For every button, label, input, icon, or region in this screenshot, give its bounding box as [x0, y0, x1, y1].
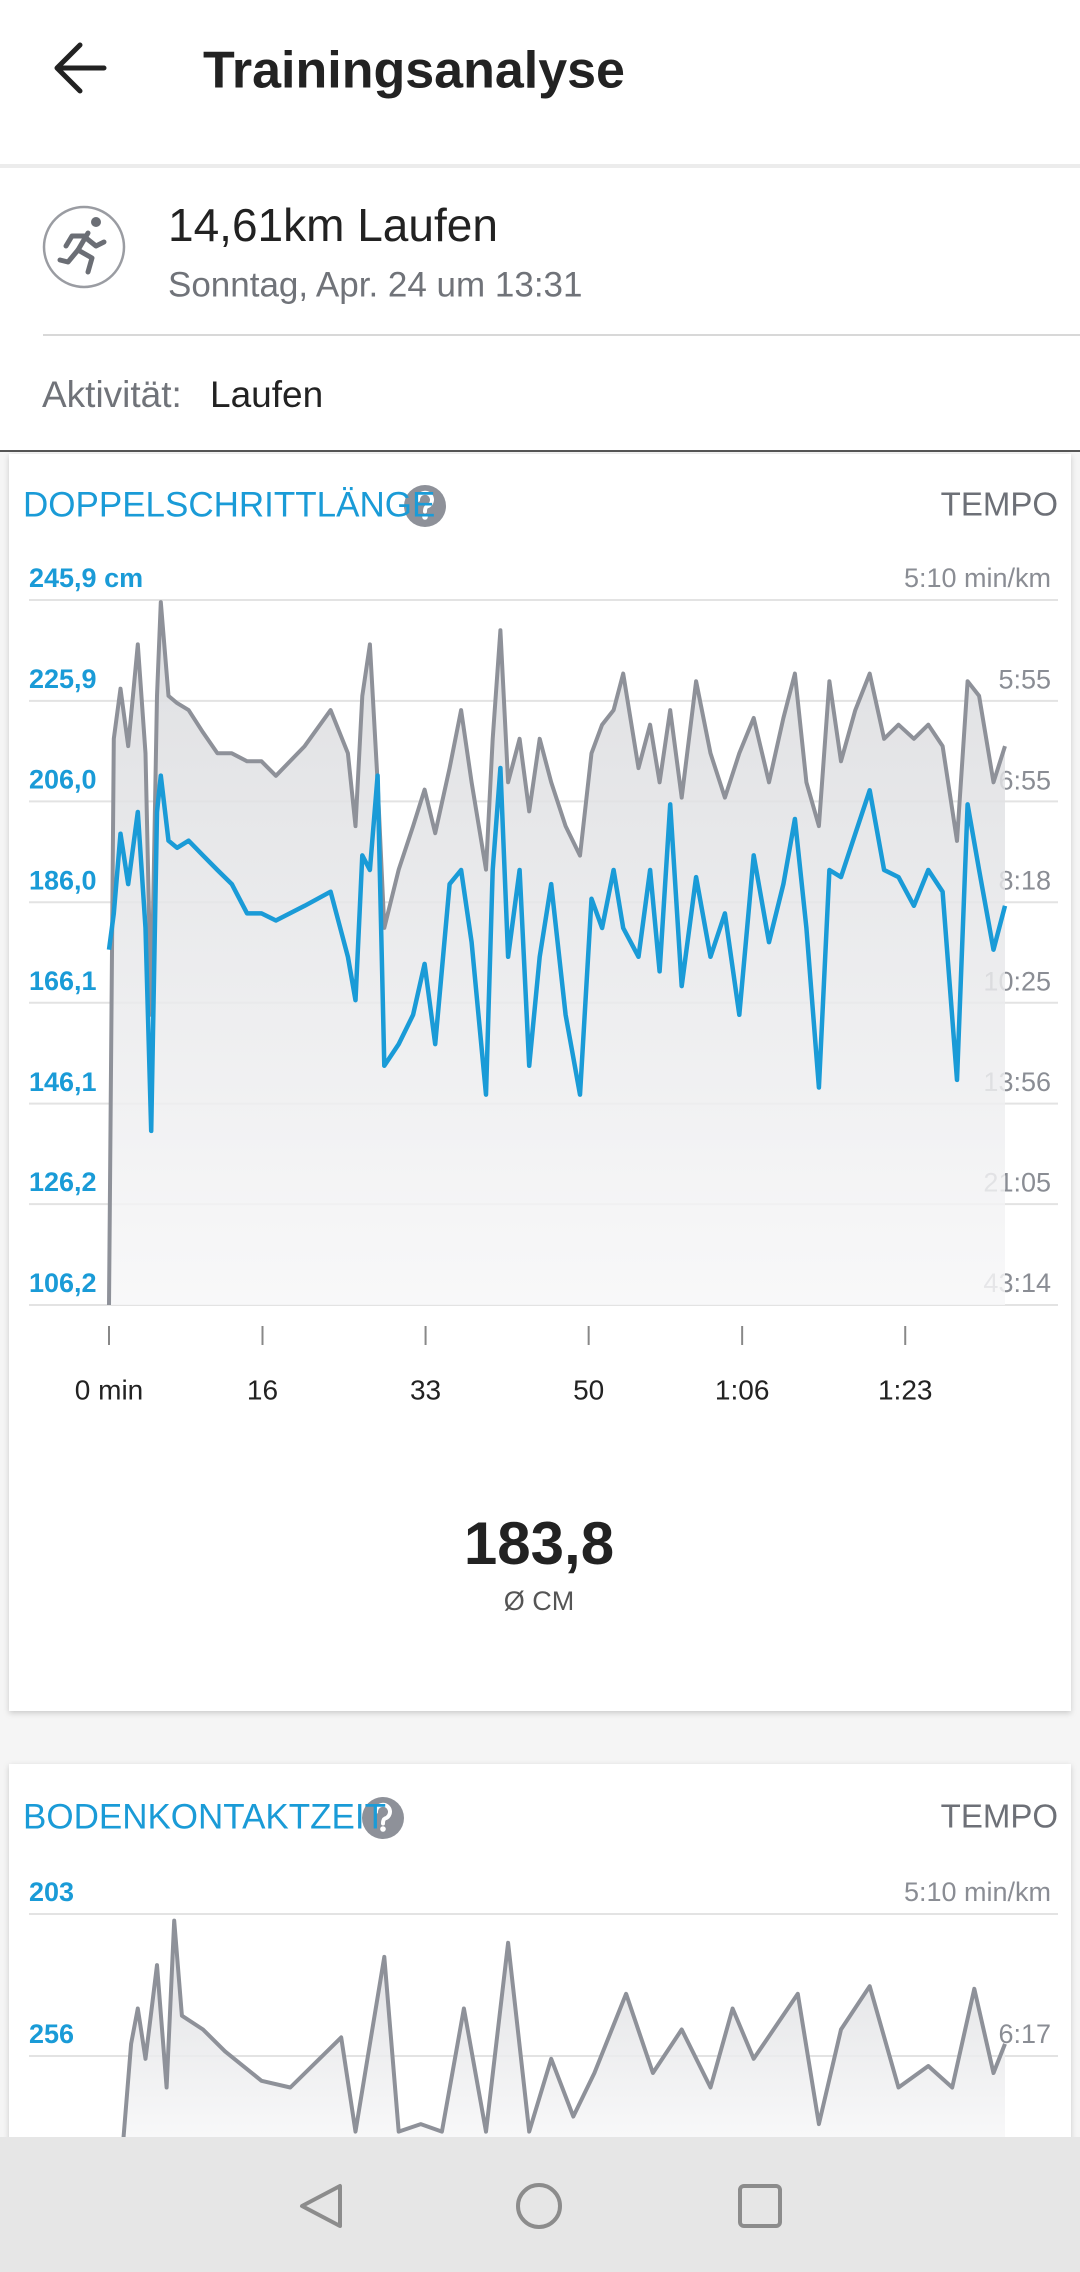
y2-axis-title: TEMPO	[941, 1798, 1058, 1835]
y-tick-label: 166,1	[29, 966, 97, 996]
app-bar-shadow	[0, 164, 1080, 168]
pace-area-fill	[123, 1920, 1005, 2137]
y-tick-label: 245,9 cm	[29, 563, 143, 593]
divider	[43, 334, 1080, 336]
y-tick-label: 206,0	[29, 764, 97, 794]
y2-tick-label: 6:17	[998, 2019, 1051, 2049]
nav-recents[interactable]	[738, 2184, 782, 2228]
help-glyph-dot	[422, 514, 428, 520]
pace-line	[121, 1918, 1007, 2137]
y2-axis-title: TEMPO	[941, 486, 1058, 523]
average-unit: Ø CM	[504, 1586, 575, 1616]
nav-home[interactable]	[516, 2183, 562, 2229]
y2-tick-label: 8:18	[998, 865, 1051, 895]
metric-line	[106, 765, 1008, 1134]
y-tick-label: 225,9	[29, 664, 97, 694]
x-tick-label: 50	[573, 1374, 604, 1405]
y2-tick-label: 5:10 min/km	[904, 563, 1051, 593]
x-tick-label: 1:06	[715, 1374, 770, 1405]
pace-line	[107, 600, 1007, 1306]
activity-type-value: Laufen	[210, 374, 323, 415]
app-bar	[0, 0, 1080, 164]
y2-tick-label: 6:55	[998, 766, 1051, 796]
back-button[interactable]	[54, 42, 107, 94]
charts: 245,9 cm 225,9 206,0 186,0 166,1 146,1 126,2 10…	[23, 485, 1058, 2137]
activity-icon	[42, 205, 126, 289]
y-tick-label: 106,2	[29, 1268, 97, 1298]
help-glyph-dot	[380, 1826, 386, 1832]
y2-tick-label: 5:10 min/km	[904, 1877, 1051, 1907]
activity-title: 14,61km Laufen	[168, 199, 498, 251]
help-glyph	[415, 490, 434, 514]
chart: 203 256 5:10 min/km 6:17	[29, 1877, 1058, 2137]
x-tick-label: 33	[410, 1374, 441, 1405]
runner-glyph	[57, 217, 107, 275]
page-title: Trainingsanalyse	[203, 42, 625, 100]
nav-bar	[0, 2137, 1080, 2272]
activity-type-label: Aktivität:	[42, 374, 182, 415]
chart: 245,9 cm 225,9 206,0 186,0 166,1 146,1 126,2 10…	[29, 563, 1058, 1405]
average-value: 183,8	[464, 1510, 614, 1577]
y2-tick-label: 5:55	[998, 665, 1051, 695]
y-tick-label: 256	[29, 2019, 74, 2049]
divider-dark	[0, 450, 1080, 452]
y-tick-label: 203	[29, 1877, 74, 1907]
nav-back[interactable]	[300, 2184, 342, 2228]
activity-date: Sonntag, Apr. 24 um 13:31	[168, 265, 582, 304]
chart-title: BODENKONTAKTZEIT	[23, 1797, 386, 1836]
help-glyph	[373, 1802, 392, 1826]
x-tick-label: 0 min	[75, 1374, 143, 1405]
y-tick-label: 126,2	[29, 1167, 97, 1197]
chart-title: DOPPELSCHRITTLÄNGE	[23, 485, 435, 524]
x-tick-label: 16	[247, 1374, 278, 1405]
y-tick-label: 146,1	[29, 1067, 97, 1097]
y-tick-label: 186,0	[29, 865, 97, 895]
x-tick-label: 1:23	[878, 1374, 933, 1405]
